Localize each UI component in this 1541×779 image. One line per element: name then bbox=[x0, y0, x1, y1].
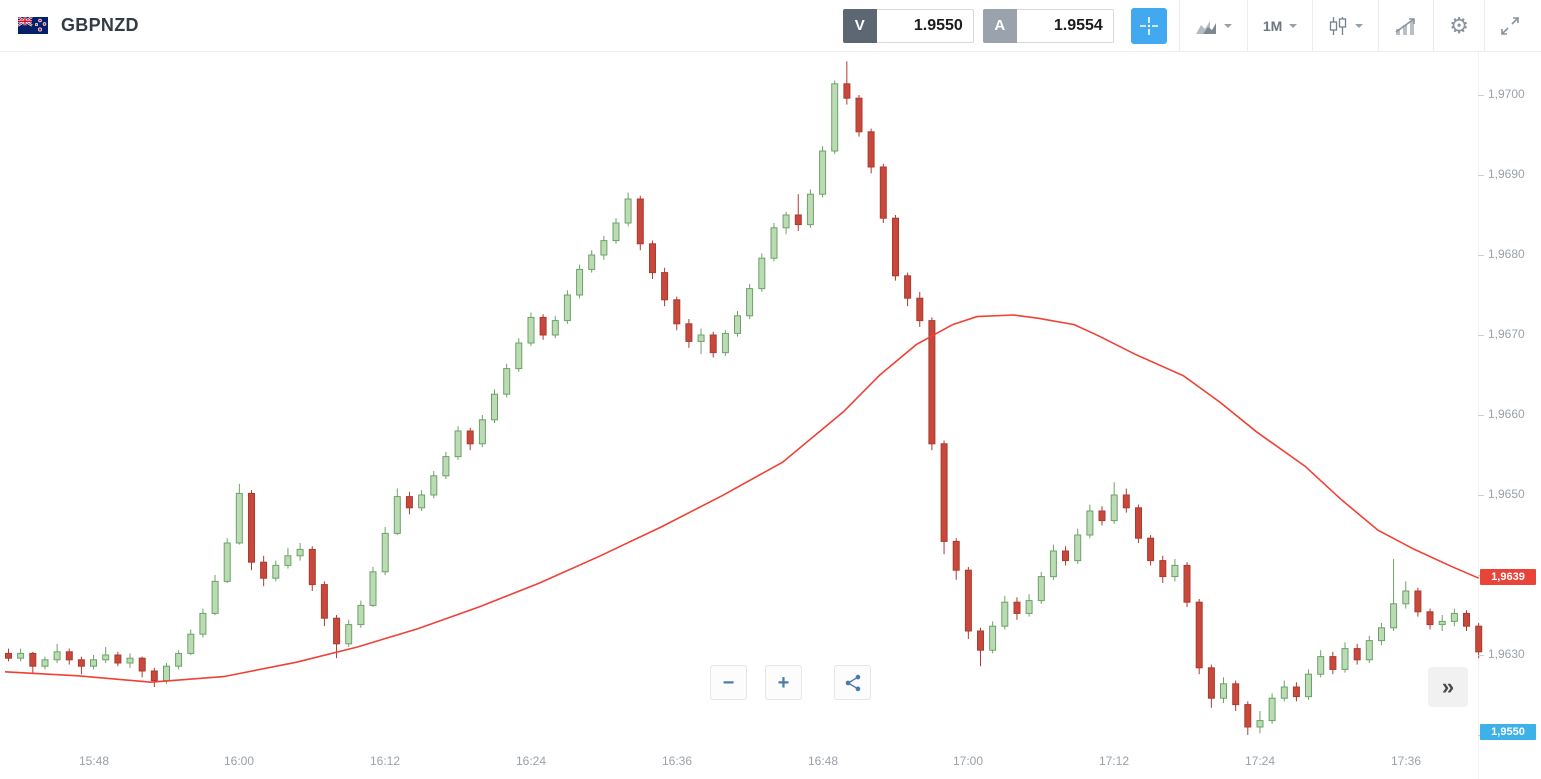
toolbar-controls: V 1.9550 A 1.9554 bbox=[842, 0, 1541, 52]
divider bbox=[1378, 0, 1380, 52]
price-axis-tick bbox=[1478, 95, 1484, 96]
candle-type-dropdown[interactable] bbox=[1313, 0, 1378, 52]
zoom-controls: − + bbox=[710, 665, 871, 700]
symbol-title: GBPNZD bbox=[61, 15, 139, 35]
price-axis-label: 1,9660 bbox=[1488, 407, 1525, 421]
time-axis-label: 16:00 bbox=[223, 754, 255, 768]
price-axis-label: 1,9630 bbox=[1488, 647, 1525, 661]
price-axis-tick bbox=[1478, 495, 1484, 496]
trend-bars-icon bbox=[1394, 16, 1418, 36]
price-axis-label: 1,9670 bbox=[1488, 327, 1525, 341]
price-axis-label: 1,9700 bbox=[1488, 87, 1525, 101]
chevron-down-icon bbox=[1223, 23, 1232, 28]
time-axis-label: 15:48 bbox=[78, 754, 110, 768]
area-chart-icon bbox=[1195, 17, 1217, 35]
fullscreen-button[interactable] bbox=[1485, 0, 1535, 52]
ma-price-tag: 1,9639 bbox=[1480, 569, 1536, 585]
sell-price: 1.9550 bbox=[876, 8, 974, 43]
crosshair-icon bbox=[1138, 15, 1160, 37]
settings-button[interactable]: ⚙ bbox=[1434, 0, 1484, 52]
price-axis-label: 1,9650 bbox=[1488, 487, 1525, 501]
time-axis-label: 16:24 bbox=[515, 754, 547, 768]
time-axis-label: 17:00 bbox=[952, 754, 984, 768]
divider bbox=[1484, 0, 1485, 52]
expand-arrows-icon bbox=[1500, 16, 1520, 36]
bid-price-tag: 1,9550 bbox=[1480, 724, 1536, 740]
price-axis-tick bbox=[1478, 335, 1484, 336]
chevron-down-icon bbox=[1289, 23, 1298, 28]
share-nodes-icon bbox=[844, 674, 862, 692]
time-axis-label: 16:12 bbox=[369, 754, 401, 768]
chart-canvas[interactable] bbox=[0, 52, 1541, 779]
price-axis-tick bbox=[1478, 655, 1484, 656]
indicators-button[interactable] bbox=[1379, 0, 1433, 52]
chevron-down-icon bbox=[1355, 23, 1364, 28]
time-axis-label: 17:12 bbox=[1098, 754, 1130, 768]
crosshair-button[interactable] bbox=[1130, 7, 1167, 44]
share-button[interactable] bbox=[834, 665, 871, 700]
time-axis-label: 16:48 bbox=[807, 754, 839, 768]
candlestick-icon bbox=[1328, 16, 1348, 36]
toolbar: GBPNZD V 1.9550 A 1.9554 bbox=[0, 0, 1541, 52]
time-axis-label: 16:36 bbox=[661, 754, 693, 768]
nz-flag-icon bbox=[18, 17, 48, 34]
buy-price: 1.9554 bbox=[1016, 8, 1114, 43]
chart-style-dropdown[interactable] bbox=[1180, 0, 1247, 52]
divider bbox=[1312, 0, 1314, 52]
chart-area[interactable]: 1,9639 1,9550 − + » 1,9700 1,9690 1,9680 1,… bbox=[0, 52, 1541, 779]
price-axis-tick bbox=[1478, 175, 1484, 176]
price-axis-tick bbox=[1478, 255, 1484, 256]
sell-label: V bbox=[842, 8, 877, 43]
timeframe-label: 1M bbox=[1262, 17, 1283, 34]
time-axis-label: 17:36 bbox=[1390, 754, 1422, 768]
scroll-to-latest-button[interactable]: » bbox=[1428, 667, 1468, 707]
price-axis-label: 1,9690 bbox=[1488, 167, 1525, 181]
price-axis-tick bbox=[1478, 415, 1484, 416]
gear-icon: ⚙ bbox=[1449, 12, 1469, 38]
symbol-group: GBPNZD bbox=[0, 15, 139, 36]
time-axis-label: 17:24 bbox=[1244, 754, 1276, 768]
price-axis-label: 1,9680 bbox=[1488, 247, 1525, 261]
zoom-out-button[interactable]: − bbox=[710, 665, 747, 700]
sell-quote-button[interactable]: V 1.9550 bbox=[842, 8, 974, 43]
buy-label: A bbox=[982, 8, 1017, 43]
timeframe-dropdown[interactable]: 1M bbox=[1248, 0, 1312, 52]
zoom-in-button[interactable]: + bbox=[765, 665, 802, 700]
divider bbox=[1178, 0, 1180, 52]
divider bbox=[1246, 0, 1248, 52]
divider bbox=[1433, 0, 1435, 52]
buy-quote-button[interactable]: A 1.9554 bbox=[982, 8, 1114, 43]
